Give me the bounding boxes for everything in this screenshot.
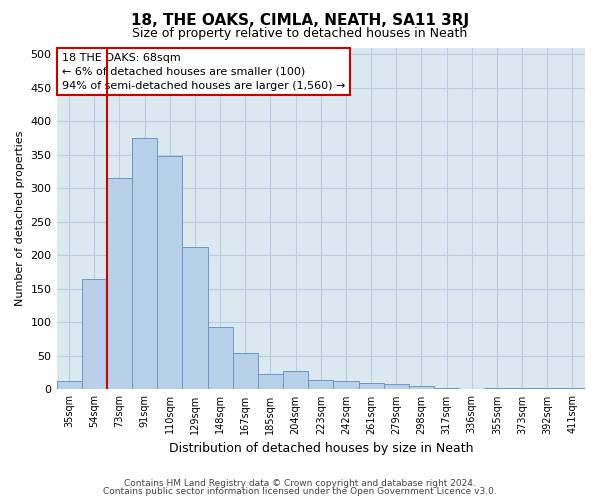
Bar — [56, 380, 82, 390]
Bar — [157, 156, 182, 390]
Bar — [334, 380, 359, 390]
Bar — [535, 388, 560, 390]
Text: Contains HM Land Registry data © Crown copyright and database right 2024.: Contains HM Land Registry data © Crown c… — [124, 478, 476, 488]
Bar — [484, 388, 509, 390]
Bar — [509, 388, 535, 390]
Bar — [283, 370, 308, 390]
Bar — [258, 374, 283, 390]
Bar — [182, 246, 208, 390]
Y-axis label: Number of detached properties: Number of detached properties — [15, 131, 25, 306]
Bar — [132, 138, 157, 390]
Bar — [383, 384, 409, 390]
Bar — [308, 380, 334, 390]
Bar — [409, 386, 434, 390]
Text: Contains public sector information licensed under the Open Government Licence v3: Contains public sector information licen… — [103, 487, 497, 496]
Bar — [208, 327, 233, 390]
Bar — [233, 352, 258, 390]
Bar — [434, 388, 459, 390]
Bar — [107, 178, 132, 390]
Text: 18 THE OAKS: 68sqm
← 6% of detached houses are smaller (100)
94% of semi-detache: 18 THE OAKS: 68sqm ← 6% of detached hous… — [62, 52, 345, 90]
Bar — [82, 279, 107, 390]
Bar — [359, 382, 383, 390]
Bar — [560, 388, 585, 390]
Text: 18, THE OAKS, CIMLA, NEATH, SA11 3RJ: 18, THE OAKS, CIMLA, NEATH, SA11 3RJ — [131, 12, 469, 28]
X-axis label: Distribution of detached houses by size in Neath: Distribution of detached houses by size … — [169, 442, 473, 455]
Text: Size of property relative to detached houses in Neath: Size of property relative to detached ho… — [133, 28, 467, 40]
